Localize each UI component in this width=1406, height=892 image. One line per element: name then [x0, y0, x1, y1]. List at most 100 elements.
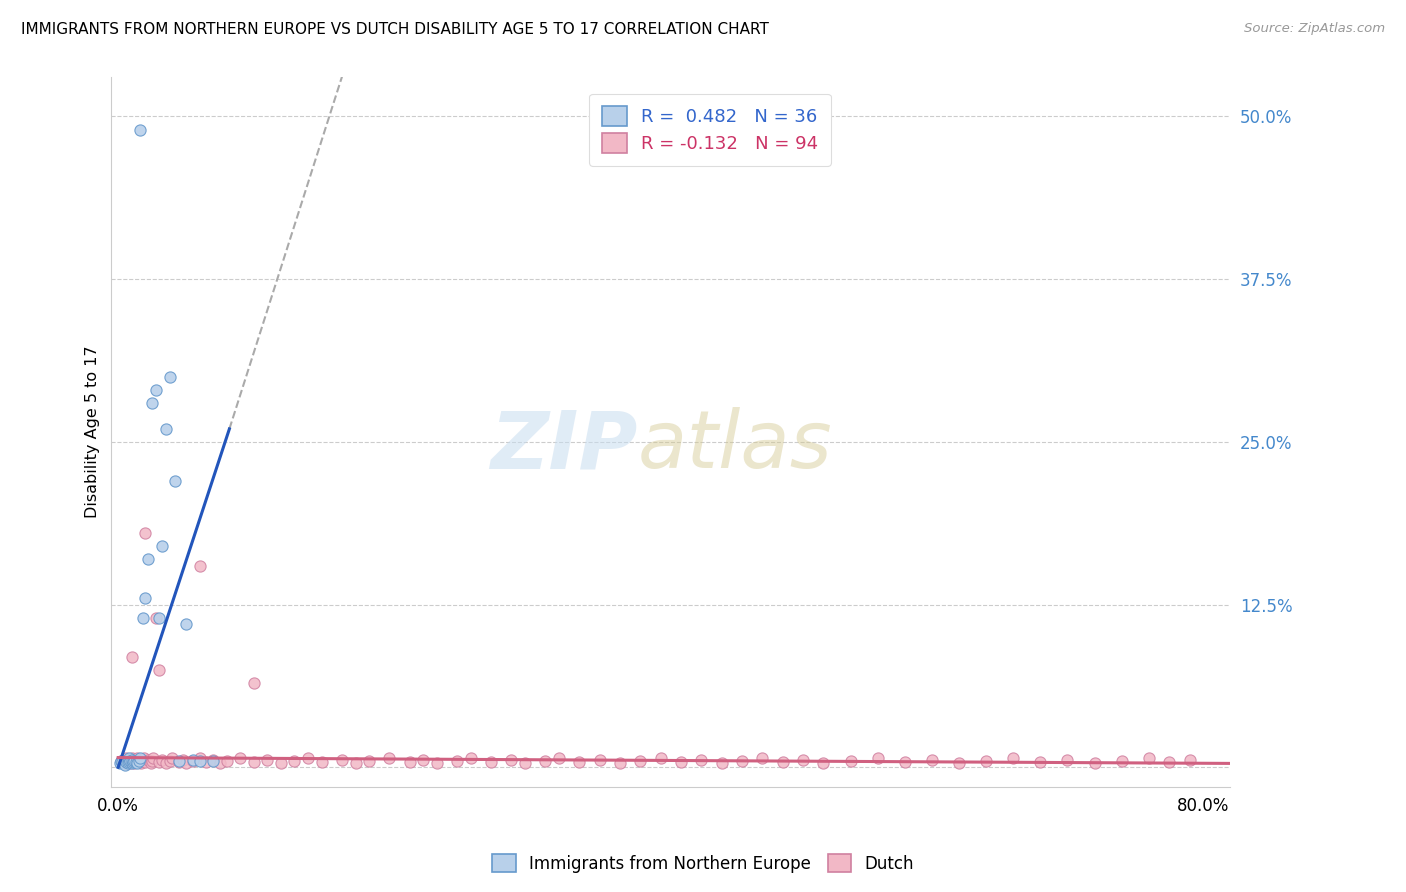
Point	[813, 756, 835, 771]
Point	[1029, 755, 1052, 769]
Point	[150, 752, 173, 766]
Point	[710, 756, 733, 771]
Point	[501, 752, 523, 766]
Point	[128, 754, 150, 768]
Point	[141, 396, 163, 410]
Point	[243, 675, 266, 690]
Point	[108, 756, 131, 771]
Point	[297, 751, 319, 765]
Point	[628, 754, 651, 768]
Point	[118, 751, 141, 765]
Point	[117, 755, 139, 769]
Point	[202, 754, 225, 768]
Point	[181, 754, 204, 768]
Point	[124, 752, 146, 766]
Point	[167, 754, 190, 768]
Point	[690, 752, 713, 766]
Point	[150, 539, 173, 553]
Point	[162, 751, 184, 765]
Point	[215, 754, 238, 768]
Text: atlas: atlas	[637, 408, 832, 485]
Point	[114, 756, 136, 771]
Point	[650, 751, 672, 765]
Point	[948, 756, 970, 771]
Point	[155, 422, 177, 436]
Point	[122, 755, 145, 769]
Point	[120, 756, 142, 771]
Point	[121, 752, 143, 766]
Point	[120, 754, 142, 768]
Point	[125, 754, 148, 768]
Point	[479, 755, 502, 769]
Text: IMMIGRANTS FROM NORTHERN EUROPE VS DUTCH DISABILITY AGE 5 TO 17 CORRELATION CHAR: IMMIGRANTS FROM NORTHERN EUROPE VS DUTCH…	[21, 22, 769, 37]
Point	[446, 754, 468, 768]
Point	[117, 756, 139, 771]
Point	[344, 756, 367, 771]
Point	[110, 754, 132, 768]
Point	[136, 752, 159, 766]
Point	[134, 526, 156, 541]
Point	[513, 756, 536, 771]
Point	[131, 754, 153, 768]
Point	[111, 755, 134, 769]
Point	[122, 755, 145, 769]
Point	[165, 474, 187, 488]
Point	[893, 755, 915, 769]
Point	[731, 754, 754, 768]
Point	[974, 754, 997, 768]
Point	[378, 751, 401, 765]
Point	[167, 755, 190, 769]
Point	[359, 754, 381, 768]
Point	[117, 752, 139, 766]
Point	[174, 756, 197, 771]
Point	[751, 751, 773, 765]
Point	[534, 754, 557, 768]
Point	[121, 751, 143, 765]
Point	[121, 649, 143, 664]
Point	[148, 663, 170, 677]
Point	[148, 610, 170, 624]
Point	[115, 751, 138, 765]
Point	[127, 751, 149, 765]
Point	[128, 122, 150, 136]
Text: Source: ZipAtlas.com: Source: ZipAtlas.com	[1244, 22, 1385, 36]
Point	[128, 755, 150, 769]
Point	[270, 756, 292, 771]
Point	[1159, 755, 1181, 769]
Point	[128, 751, 150, 765]
Point	[145, 610, 167, 624]
Point	[121, 756, 143, 771]
Point	[114, 754, 136, 768]
Point	[136, 552, 159, 566]
Point	[188, 558, 211, 573]
Point	[921, 752, 943, 766]
Point	[131, 610, 153, 624]
Point	[139, 756, 162, 771]
Point	[124, 756, 146, 771]
Point	[112, 756, 135, 771]
Point	[132, 751, 155, 765]
Point	[283, 754, 305, 768]
Point	[1056, 752, 1078, 766]
Point	[1111, 754, 1133, 768]
Point	[202, 752, 225, 766]
Point	[145, 383, 167, 397]
Point	[398, 755, 420, 769]
Point	[772, 755, 794, 769]
Point	[159, 369, 181, 384]
Point	[256, 752, 278, 766]
Point	[174, 617, 197, 632]
Point	[548, 751, 571, 765]
Point	[195, 755, 218, 769]
Point	[669, 755, 692, 769]
Point	[114, 757, 136, 772]
Point	[110, 754, 132, 768]
Point	[330, 752, 353, 766]
Point	[229, 751, 252, 765]
Point	[155, 756, 177, 771]
Point	[134, 755, 156, 769]
Point	[412, 752, 434, 766]
Point	[115, 754, 138, 768]
Point	[118, 752, 141, 766]
Legend: Immigrants from Northern Europe, Dutch: Immigrants from Northern Europe, Dutch	[485, 847, 921, 880]
